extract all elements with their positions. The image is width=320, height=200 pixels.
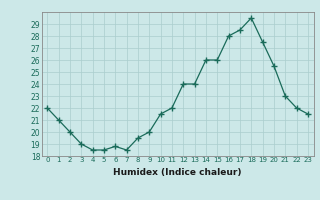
X-axis label: Humidex (Indice chaleur): Humidex (Indice chaleur) [113,168,242,177]
